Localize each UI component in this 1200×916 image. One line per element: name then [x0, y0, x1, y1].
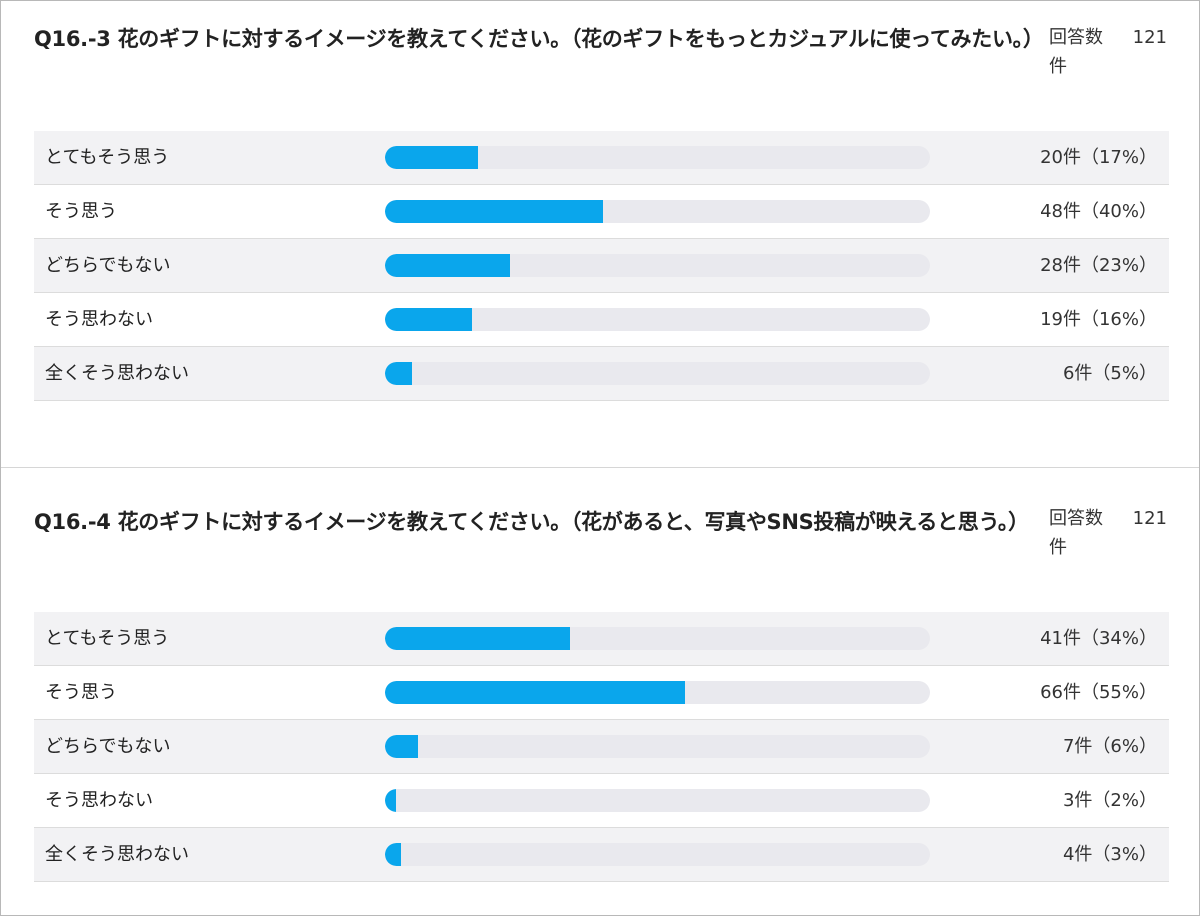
bar-fill: [385, 200, 603, 223]
section-divider: [1, 467, 1199, 468]
answer-list: とてもそう思う 41件（34%） そう思う 66件（55%） どちらでもない 7件（6%）…: [34, 612, 1169, 882]
answer-label: そう思う: [45, 201, 117, 222]
bar-track: [385, 254, 930, 277]
answer-row: どちらでもない 28件（23%）: [34, 238, 1169, 292]
answer-row: そう思わない 19件（16%）: [34, 292, 1169, 346]
question-section-q16-4: Q16.-4 花のギフトに対するイメージを教えてください。（花があると、写真やS…: [1, 468, 1199, 915]
answer-value: 6件（5%）: [1062, 363, 1157, 384]
bar-track: [385, 627, 930, 650]
bar-fill: [385, 362, 413, 385]
response-count-label: 回答数件: [1049, 27, 1103, 77]
bar-track: [385, 843, 930, 866]
answer-label: とてもそう思う: [45, 147, 170, 168]
answer-label: そう思わない: [45, 790, 153, 811]
bar-track: [385, 308, 930, 331]
answer-value: 28件（23%）: [1040, 255, 1157, 276]
answer-value: 19件（16%）: [1040, 309, 1157, 330]
bar-track: [385, 789, 930, 812]
answer-value: 3件（2%）: [1062, 790, 1157, 811]
bar-fill: [385, 789, 396, 812]
answer-row: とてもそう思う 20件（17%）: [34, 131, 1169, 184]
bar-fill: [385, 146, 478, 169]
question-title: Q16.-4 花のギフトに対するイメージを教えてください。（花があると、写真やS…: [34, 510, 1029, 534]
answer-label: とてもそう思う: [45, 628, 170, 649]
bar-track: [385, 735, 930, 758]
response-count-label: 回答数件: [1049, 508, 1103, 558]
answer-row: とてもそう思う 41件（34%）: [34, 612, 1169, 665]
answer-label: そう思う: [45, 682, 117, 703]
answer-row: そう思う 48件（40%）: [34, 184, 1169, 238]
answer-row: そう思わない 3件（2%）: [34, 773, 1169, 827]
bar-fill: [385, 308, 473, 331]
answer-value: 41件（34%）: [1040, 628, 1157, 649]
response-count-value: 121: [1132, 27, 1167, 48]
answer-value: 7件（6%）: [1062, 736, 1157, 757]
answer-row: 全くそう思わない 6件（5%）: [34, 346, 1169, 400]
answer-value: 4件（3%）: [1062, 844, 1157, 865]
response-count-value: 121: [1132, 508, 1167, 529]
bar-fill: [385, 843, 402, 866]
bar-fill: [385, 735, 418, 758]
answer-label: そう思わない: [45, 309, 153, 330]
answer-row: どちらでもない 7件（6%）: [34, 719, 1169, 773]
bar-track: [385, 146, 930, 169]
answer-row: 全くそう思わない 4件（3%）: [34, 827, 1169, 881]
answer-label: どちらでもない: [45, 255, 171, 276]
answer-label: 全くそう思わない: [45, 363, 189, 384]
bar-track: [385, 362, 930, 385]
answer-list: とてもそう思う 20件（17%） そう思う 48件（40%） どちらでもない 28件（23…: [34, 131, 1169, 401]
answer-value: 48件（40%）: [1040, 201, 1157, 222]
bar-fill: [385, 681, 685, 704]
question-section-q16-3: Q16.-3 花のギフトに対するイメージを教えてください。（花のギフトをもっとカ…: [1, 1, 1199, 467]
answer-value: 20件（17%）: [1040, 147, 1157, 168]
bar-track: [385, 200, 930, 223]
question-title: Q16.-3 花のギフトに対するイメージを教えてください。（花のギフトをもっとカ…: [34, 27, 1044, 51]
answer-label: どちらでもない: [45, 736, 171, 757]
bar-fill: [385, 254, 511, 277]
bar-fill: [385, 627, 571, 650]
answer-label: 全くそう思わない: [45, 844, 189, 865]
answer-value: 66件（55%）: [1040, 682, 1157, 703]
bar-track: [385, 681, 930, 704]
answer-row: そう思う 66件（55%）: [34, 665, 1169, 719]
